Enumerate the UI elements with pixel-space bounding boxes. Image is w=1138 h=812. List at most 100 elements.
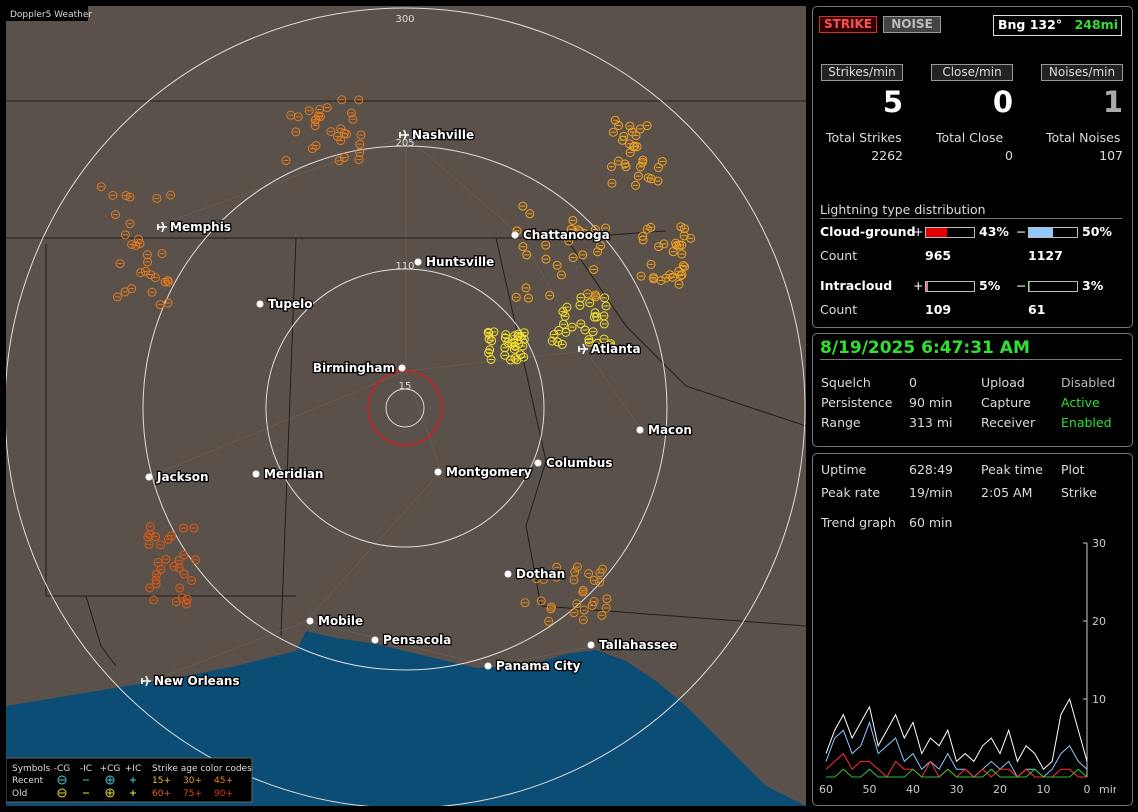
strike-symbol <box>575 226 585 236</box>
strike-symbol <box>642 121 652 131</box>
strike-symbol <box>120 230 130 240</box>
strike-symbol <box>589 265 599 275</box>
strike-symbol <box>140 266 150 276</box>
roads <box>150 135 647 682</box>
strike-symbol <box>677 249 687 259</box>
strike-symbol <box>532 568 542 578</box>
trend-line <box>826 768 1088 778</box>
x-tick-label: 30 <box>950 783 964 796</box>
legend-type: -IC <box>80 764 92 774</box>
city-dot <box>534 459 542 467</box>
strike-symbol <box>142 250 152 260</box>
legend-symbols: Symbols <box>12 764 51 774</box>
strike-symbol <box>518 242 528 252</box>
sign: + <box>913 278 924 293</box>
strike-symbol <box>556 270 566 280</box>
count-label: Count <box>820 302 858 317</box>
strike-symbol <box>570 567 580 577</box>
strike-symbol <box>587 601 597 611</box>
count-value: 109 <box>925 302 952 317</box>
percent-label: 43% <box>979 224 1009 239</box>
x-tick-label: 60 <box>819 783 833 796</box>
y-tick-label: 30 <box>1092 537 1106 550</box>
strike-symbol <box>151 532 161 542</box>
strike-symbol <box>558 307 568 317</box>
city-label: Tupelo <box>268 297 313 311</box>
strike-symbol <box>112 292 122 302</box>
strike-symbol <box>108 190 118 200</box>
strike-symbol <box>560 311 570 321</box>
strike-symbol <box>578 615 588 625</box>
divider <box>820 218 1122 219</box>
city-dot <box>636 426 644 434</box>
strike-symbol <box>610 115 620 125</box>
strike-symbol <box>484 334 494 344</box>
strike-symbol <box>147 287 157 297</box>
strike-symbol <box>322 103 332 113</box>
strike-symbol <box>569 608 579 618</box>
distance: 248mi <box>1074 17 1118 32</box>
rate-label: Close/min <box>931 64 1013 81</box>
strike-symbol <box>511 292 521 302</box>
legend-age: 45+ <box>214 776 233 786</box>
bar-track <box>1028 227 1078 238</box>
strike-symbol <box>646 174 656 184</box>
strike-symbol <box>125 192 135 202</box>
strike-symbol <box>579 605 589 615</box>
city-label: Macon <box>648 423 692 437</box>
strike-symbol <box>333 131 343 141</box>
strike-symbol <box>572 599 582 609</box>
type-label: Cloud-ground <box>820 224 916 239</box>
strike-symbol <box>630 141 640 151</box>
radar-map: Nashville Memphis Chattanooga Huntsville Tup… <box>6 6 806 806</box>
strike-symbol <box>584 335 594 345</box>
strike-symbol <box>678 261 688 271</box>
percent-bar <box>926 228 947 237</box>
strike-symbol <box>635 162 645 172</box>
legend-type: +CG <box>100 764 121 774</box>
sign: − <box>1016 224 1027 239</box>
setting: 90 min <box>909 395 953 410</box>
strike-symbols <box>96 95 696 626</box>
strike-symbol <box>174 555 184 565</box>
sign: − <box>1016 278 1027 293</box>
strike-symbol <box>679 231 689 241</box>
strike-symbol <box>156 540 166 550</box>
strike-symbol <box>523 293 533 303</box>
strike-symbol <box>638 235 648 245</box>
strike-symbol <box>646 259 656 269</box>
setting: Capture <box>981 395 1031 410</box>
strike-symbol <box>599 319 609 329</box>
stat: 19/min <box>909 485 953 500</box>
strike-symbol <box>659 239 669 249</box>
legend-symbol <box>105 775 115 785</box>
strike-symbol <box>191 555 201 565</box>
strike-symbol <box>552 562 562 572</box>
noise-mode[interactable]: NOISE <box>883 16 941 33</box>
strike-symbol <box>522 250 532 260</box>
strike-symbol <box>601 301 611 311</box>
strike-symbol <box>149 595 159 605</box>
strike-symbol <box>580 229 590 239</box>
setting: Persistence <box>821 395 893 410</box>
strike-symbol <box>576 319 586 329</box>
strike-symbol <box>606 162 616 172</box>
rate-label: Noises/min <box>1041 64 1123 81</box>
total-value: 107 <box>1099 148 1123 163</box>
strike-symbol <box>545 290 555 300</box>
strike-symbol <box>145 522 155 532</box>
strike-mode[interactable]: STRIKE <box>819 16 877 33</box>
strike-symbol <box>484 328 494 338</box>
legend: Symbols -CG -IC +CG +IC Strike age color code… <box>6 757 253 803</box>
strike-symbol <box>518 201 528 211</box>
city-dot <box>484 662 492 670</box>
airport-icon <box>141 675 151 687</box>
strike-symbol <box>591 292 601 302</box>
count-label: Count <box>820 248 858 263</box>
strike-symbol <box>601 223 611 233</box>
strike-symbol <box>146 270 156 280</box>
type-label: Intracloud <box>820 278 893 293</box>
x-tick-label: 10 <box>1037 783 1051 796</box>
setting: Active <box>1061 395 1100 410</box>
city-dot <box>511 231 519 239</box>
